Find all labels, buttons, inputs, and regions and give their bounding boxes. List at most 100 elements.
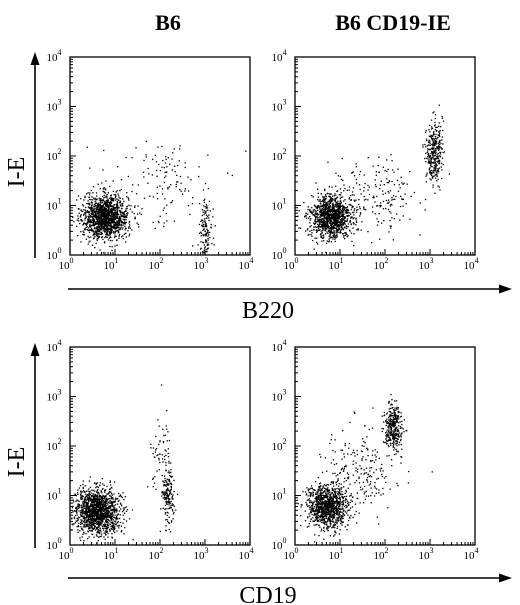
- data-point: [374, 213, 376, 215]
- data-point: [372, 197, 374, 199]
- data-point: [437, 152, 440, 155]
- data-point: [110, 505, 113, 507]
- data-point: [108, 213, 110, 215]
- data-point: [401, 198, 404, 201]
- data-point: [86, 511, 88, 513]
- data-point: [111, 517, 113, 520]
- data-point: [102, 504, 104, 506]
- data-point: [436, 161, 438, 163]
- data-point: [179, 148, 181, 150]
- data-point: [168, 186, 171, 188]
- data-point: [172, 504, 174, 506]
- data-point: [99, 220, 101, 223]
- data-point: [100, 503, 102, 505]
- data-point: [108, 205, 111, 207]
- data-point: [75, 495, 77, 497]
- data-point: [327, 225, 329, 227]
- data-point: [105, 231, 107, 233]
- data-point: [437, 185, 439, 187]
- data-point: [117, 230, 120, 232]
- data-point: [128, 226, 130, 228]
- data-point: [136, 222, 138, 224]
- data-point: [384, 192, 387, 194]
- data-point: [124, 496, 126, 498]
- data-point: [93, 514, 95, 517]
- data-point: [387, 208, 390, 211]
- data-point: [109, 236, 111, 238]
- data-point: [83, 524, 85, 526]
- data-point: [101, 478, 104, 480]
- data-point: [98, 236, 101, 238]
- data-point: [360, 193, 362, 195]
- data-point: [205, 240, 207, 242]
- data-point: [159, 185, 161, 187]
- data-point: [114, 225, 116, 228]
- data-point: [387, 190, 389, 193]
- data-point: [345, 212, 347, 214]
- data-point: [97, 205, 99, 207]
- data-point: [119, 233, 121, 236]
- data-point: [431, 152, 433, 154]
- data-point: [363, 199, 366, 201]
- data-point: [83, 499, 86, 501]
- data-point: [368, 193, 371, 196]
- data-point: [182, 193, 184, 195]
- data-point: [109, 203, 111, 205]
- data-point: [106, 498, 108, 500]
- data-point: [106, 514, 108, 517]
- data-point: [92, 522, 94, 525]
- data-point: [91, 520, 94, 522]
- data-point: [321, 225, 323, 227]
- data-point: [386, 202, 389, 204]
- data-point: [317, 217, 319, 219]
- data-point: [351, 216, 353, 218]
- data-point: [442, 120, 445, 122]
- data-point: [113, 500, 115, 503]
- data-point: [163, 207, 165, 209]
- data-point: [326, 231, 328, 233]
- data-point: [333, 232, 335, 234]
- data-point: [171, 496, 173, 498]
- data-point: [103, 194, 105, 196]
- data-point: [120, 214, 122, 216]
- data-point: [427, 162, 429, 164]
- data-point: [327, 229, 330, 232]
- data-point: [114, 207, 116, 210]
- data-point: [392, 239, 394, 241]
- data-point: [96, 506, 99, 508]
- data-point: [202, 229, 204, 232]
- data-point: [321, 196, 324, 198]
- data-point: [83, 503, 85, 505]
- data-point: [392, 169, 394, 171]
- data-point: [87, 497, 89, 499]
- data-point: [81, 523, 83, 525]
- data-point: [438, 149, 440, 151]
- data-point: [92, 234, 94, 236]
- data-point: [119, 218, 122, 220]
- data-point: [83, 231, 85, 234]
- data-point: [436, 169, 438, 172]
- data-point: [112, 205, 114, 207]
- data-point: [376, 224, 379, 226]
- data-point: [324, 194, 327, 196]
- data-point: [114, 212, 116, 214]
- data-point: [94, 509, 96, 511]
- data-point: [434, 154, 436, 157]
- data-point: [333, 212, 335, 215]
- data-point: [200, 231, 202, 233]
- data-point: [112, 521, 114, 523]
- data-point: [375, 185, 377, 188]
- data-point: [335, 232, 337, 234]
- data-point: [82, 508, 84, 510]
- data-point: [323, 201, 325, 203]
- data-point: [102, 210, 104, 212]
- x-tick-label: 104: [464, 256, 479, 272]
- data-point: [337, 230, 339, 232]
- data-point: [81, 513, 83, 515]
- data-point: [202, 234, 204, 236]
- data-point: [102, 238, 104, 241]
- data-point: [111, 246, 113, 248]
- data-point: [342, 179, 344, 182]
- data-point: [96, 521, 98, 524]
- data-point: [410, 195, 412, 197]
